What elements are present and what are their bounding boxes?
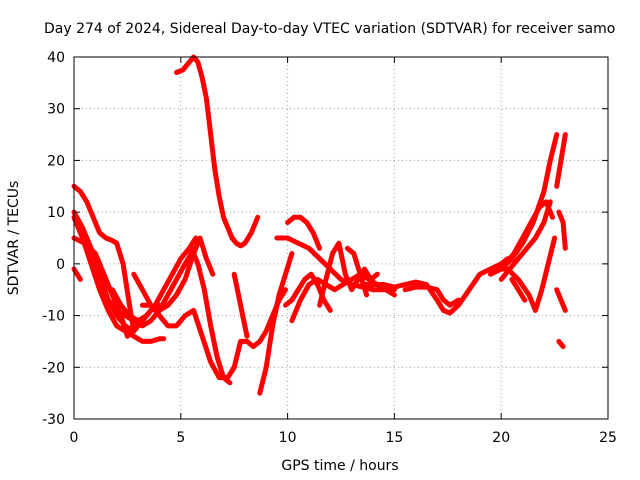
series-line-trace-u — [359, 256, 511, 316]
tick-layer: 0 5 10 15 20 25 -30 -20 -10 0 10 20 30 40 — [42, 50, 617, 446]
series-line-trace-l — [231, 271, 250, 339]
series-layer — [71, 54, 568, 396]
y-tick-label: -30 — [42, 412, 65, 428]
series-line-trace-q — [274, 235, 397, 293]
x-tick-label: 25 — [599, 430, 617, 446]
chart-title: Day 274 of 2024, Sidereal Day-to-day VTE… — [44, 21, 615, 37]
x-tick-label: 15 — [385, 430, 403, 446]
series-line-trace-d — [71, 214, 167, 344]
series-line-trace-i — [139, 302, 237, 381]
series-line-trace-s — [317, 240, 380, 308]
y-tick-label: 40 — [47, 50, 65, 66]
series-line-trace-a — [71, 183, 137, 334]
y-tick-label: 10 — [47, 205, 65, 221]
y-tick-label: -10 — [42, 309, 65, 325]
series-line-trace-x — [494, 199, 555, 272]
series-line-trace-aa — [509, 276, 528, 303]
y-tick-label: -20 — [42, 360, 65, 376]
x-tick-label: 20 — [492, 430, 510, 446]
series-line-trace-z — [494, 235, 558, 313]
series-line-trace-ab — [554, 132, 568, 189]
series-line-trace-p — [285, 214, 323, 251]
y-tick-label: 0 — [56, 257, 65, 273]
x-tick-label: 0 — [70, 430, 79, 446]
series-line-trace-k — [189, 245, 233, 386]
x-axis-label: GPS time / hours — [281, 458, 398, 474]
y-tick-label: 30 — [47, 102, 65, 118]
series-line-trace-h — [131, 235, 216, 313]
series-line-trace-n — [257, 251, 295, 396]
plot-frame — [73, 56, 609, 420]
y-tick-label: 20 — [47, 153, 65, 169]
series-line-trace-j — [174, 54, 261, 249]
y-axis-label: SDTVAR / TECUs — [6, 181, 22, 296]
series-line-trace-v — [402, 284, 461, 308]
x-tick-label: 10 — [279, 430, 297, 446]
series-line-trace-ae — [556, 338, 566, 350]
series-line-trace-ac — [556, 209, 568, 251]
x-tick-label: 5 — [176, 430, 185, 446]
series-line-trace-ad — [554, 287, 568, 313]
series-line-trace-e — [97, 251, 194, 329]
series-line-trace-f — [71, 266, 83, 282]
